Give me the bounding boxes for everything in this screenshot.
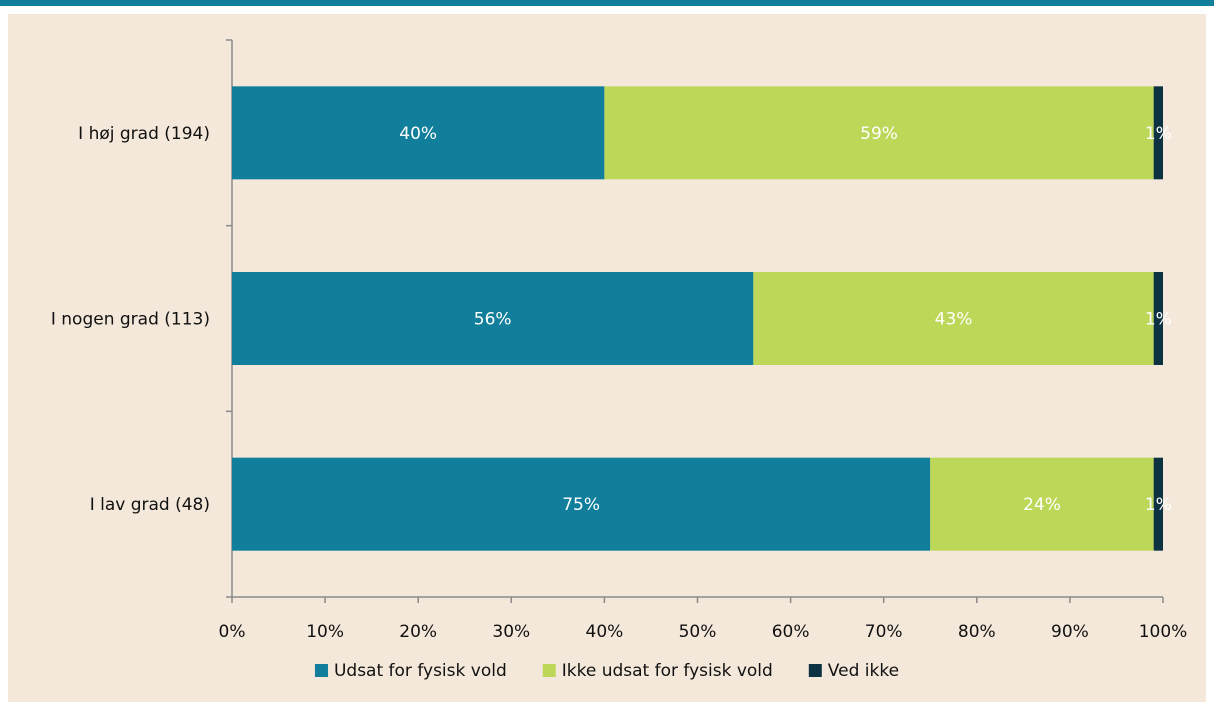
- bar-segment: [232, 86, 605, 180]
- x-tick-label: 50%: [679, 622, 717, 642]
- legend-label: Ikke udsat for fysisk vold: [562, 661, 773, 681]
- x-tick-label: 10%: [306, 622, 344, 642]
- x-tick-label: 40%: [586, 622, 624, 642]
- x-tick-label: 0%: [219, 622, 246, 642]
- data-label: 59%: [860, 124, 898, 144]
- bar-segment: [232, 457, 931, 551]
- legend-swatch: [314, 664, 328, 677]
- x-tick-label: 100%: [1139, 622, 1188, 642]
- x-tick-label: 30%: [492, 622, 530, 642]
- x-tick-label: 20%: [399, 622, 437, 642]
- legend-label: Ved ikke: [828, 661, 899, 681]
- axes: 0% 10% 20% 30% 40% 50% 60% 70% 80% 90% 100%: [219, 39, 1188, 642]
- bars: [232, 86, 1163, 551]
- data-label: 75%: [562, 495, 600, 515]
- bar-segment: [753, 272, 1154, 365]
- legend-swatch: [808, 664, 822, 677]
- x-tick-label: 60%: [772, 622, 810, 642]
- data-label: 43%: [935, 310, 973, 330]
- legend-swatch: [542, 664, 556, 677]
- top-rule: [0, 0, 1214, 6]
- bar-segment: [604, 86, 1154, 180]
- data-label: 1%: [1145, 310, 1172, 330]
- legend: Udsat for fysisk vold Ikke udsat for fysi…: [314, 661, 899, 681]
- category-label: I nogen grad (113): [51, 310, 210, 330]
- data-label: 24%: [1023, 495, 1061, 515]
- bar-segment: [1153, 272, 1163, 365]
- x-tick-label: 70%: [865, 622, 903, 642]
- data-label: 1%: [1145, 124, 1172, 144]
- category-label: I lav grad (48): [90, 495, 210, 515]
- legend-label: Udsat for fysisk vold: [334, 661, 507, 681]
- labels: I høj grad (194) 40% 59% 1% I nogen grad (11…: [51, 124, 1172, 515]
- bar-segment: [232, 272, 754, 365]
- bar-segment: [1153, 457, 1163, 551]
- data-label: 40%: [399, 124, 437, 144]
- data-label: 56%: [474, 310, 512, 330]
- bar-segment: [930, 457, 1154, 551]
- bar-segment: [1153, 86, 1163, 180]
- x-tick-label: 80%: [958, 622, 996, 642]
- category-label: I høj grad (194): [78, 124, 210, 144]
- x-tick-label: 90%: [1051, 622, 1089, 642]
- data-label: 1%: [1145, 495, 1172, 515]
